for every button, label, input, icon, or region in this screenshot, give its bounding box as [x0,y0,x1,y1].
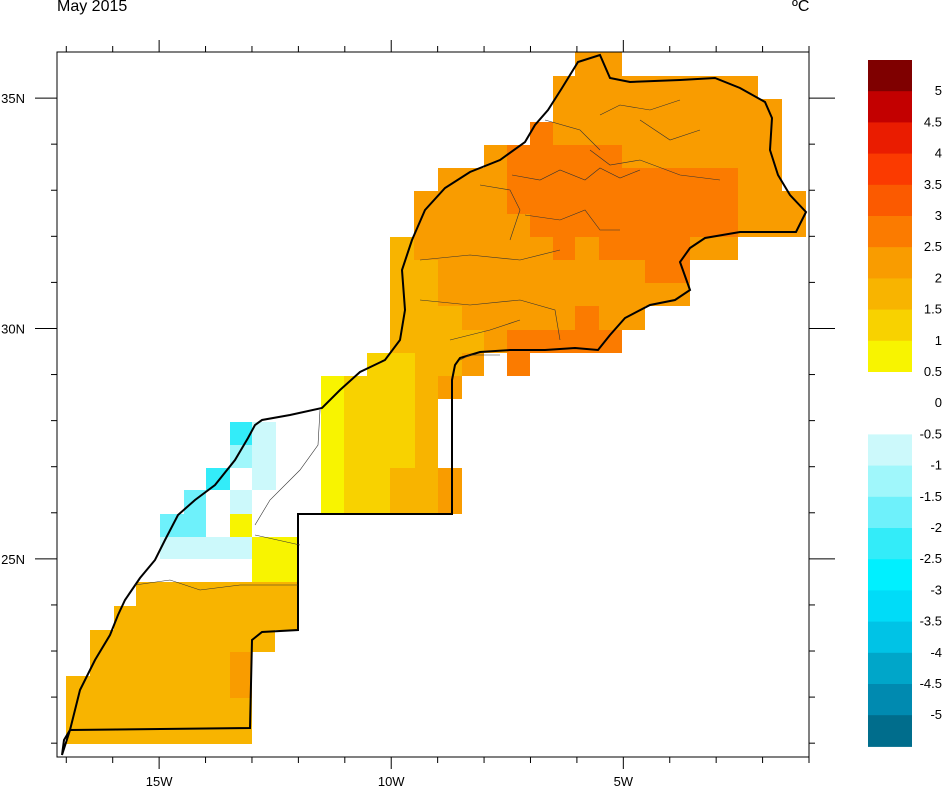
colorbar-label: 4 [935,146,942,161]
colorbar-swatch [868,621,912,654]
colorbar-swatch [868,216,912,248]
x-tick-label: 10W [378,774,405,789]
axis-tick-labels: 15W 10W 5W 35N 30N 25N [1,91,634,789]
colorbar-label: 4.5 [924,114,942,129]
colorbar-swatch [868,403,912,435]
colorbar-label: 1.5 [924,302,942,317]
region-boundaries [134,99,721,591]
colorbar-label: 3 [935,208,942,223]
colorbar-swatch [868,153,912,186]
colorbar-label: -1 [930,458,942,473]
colorbar-label: 2 [935,270,942,285]
grid-cell-region-bright-yellow [321,376,344,514]
grid-cell-light-cyan [160,537,252,559]
plot-frame [56,51,810,758]
colorbar-swatch [868,528,912,560]
grid-cell-cyan [160,514,206,537]
colorbar-swatch [868,340,912,373]
grid-cell-region-mid-dark [438,468,462,514]
map-title: May 2015 [57,0,128,15]
colorbar-swatch [868,309,912,342]
grid-cell-light-cyan [230,490,252,514]
y-tick-label: 25N [1,552,25,567]
grid-cell-region-north-core [507,122,738,283]
colorbar-label: 2.5 [924,239,942,254]
x-tick-label: 5W [614,774,634,789]
colorbar-label: -0.5 [920,426,942,441]
colorbar-label: -4 [930,645,942,660]
colorbar-label: 5 [935,83,942,98]
colorbar-swatch [868,559,912,591]
colorbar-swatch [868,684,912,716]
colorbar-label: -3.5 [920,614,942,629]
axis-ticks [35,40,835,769]
grid-cell-region-yellow [321,353,415,514]
colorbar-label: -3 [930,582,942,597]
x-tick-label: 15W [146,774,173,789]
unit-label: ºC [792,0,810,15]
colorbar-label: -2.5 [920,551,942,566]
country-boundaries [61,53,808,756]
colorbar-label: 0.5 [924,364,942,379]
morocco-coast-border [61,53,808,756]
colorbar-swatch [868,590,912,623]
grid-cell-cyan [230,422,252,445]
colorbar-swatch [868,184,912,217]
grid-cell-light-cyan [230,445,252,468]
y-tick-label: 30N [1,321,25,336]
grid-cell-yellow [230,514,252,537]
colorbar-swatch [868,652,912,685]
colorbar-swatch [868,372,912,404]
colorbar-swatch [868,496,912,529]
grid-cell-orange [230,652,252,698]
colorbar-label: -1.5 [920,489,942,504]
colorbar-legend: 5 4.5 4 3.5 3 2.5 2 1.5 1 0.5 0 -0.5 -1 -1.5 -2 -2.5 -3 -… [868,60,942,747]
colorbar-label: 3.5 [924,177,942,192]
colorbar-swatch [868,715,912,747]
colorbar-swatch [868,60,912,92]
grid-cell-yellow [252,537,298,582]
colorbar-label: -4.5 [920,676,942,691]
colorbar-label: -2 [930,520,942,535]
colorbar-swatch [868,434,912,467]
grid-cell-region-sahara [66,582,298,744]
colorbar-swatch [868,247,912,279]
colorbar-swatch [868,91,912,123]
anomaly-grid [66,52,806,744]
colorbar-label: 1 [935,333,942,348]
colorbar-swatch [868,122,912,155]
grid-cell-region-south-core [507,306,622,376]
colorbar-swatch [868,465,912,498]
colorbar-label: 0 [935,395,942,410]
grid-cell-light-cyan [252,422,276,490]
grid-cell-region-north-base [390,52,806,514]
colorbar-swatch [868,278,912,311]
y-tick-label: 35N [1,91,25,106]
colorbar-label: -5 [930,707,942,722]
